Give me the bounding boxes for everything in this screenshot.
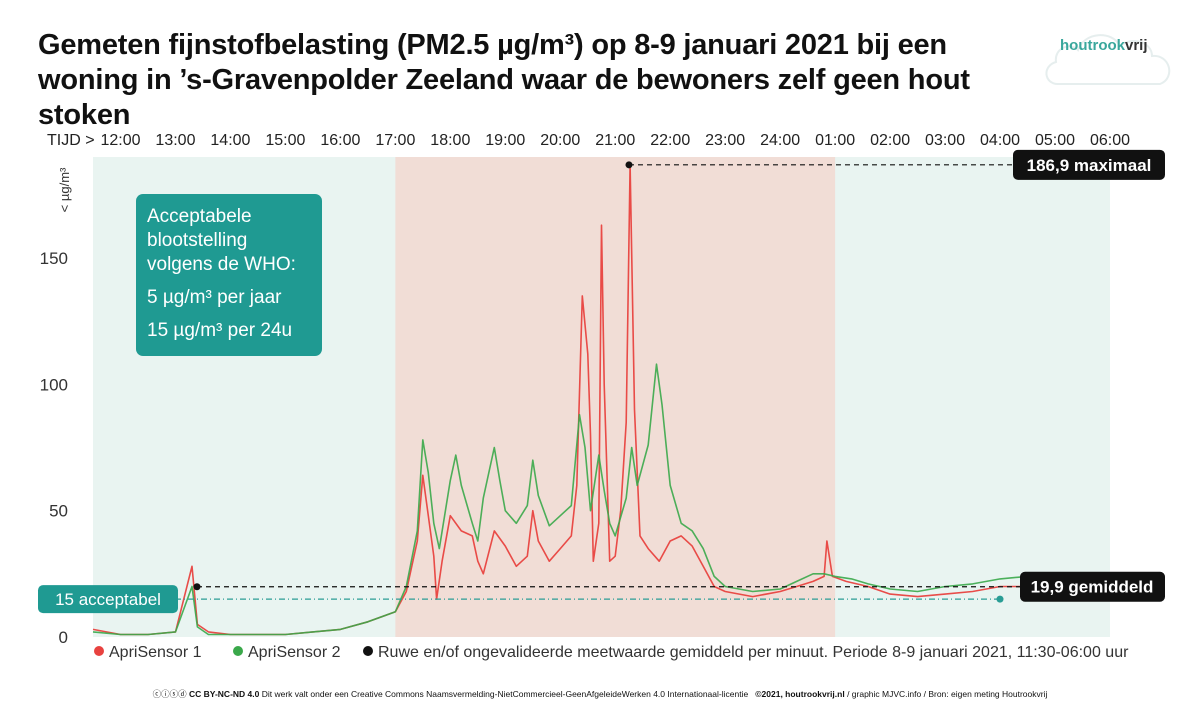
legend-label: Ruwe en/of ongevalideerde meetwaarde gem…	[378, 644, 1129, 661]
x-tick-label: 23:00	[705, 132, 745, 149]
who-box-line: 15 µg/m³ per 24u	[147, 320, 292, 341]
legend-label: ApriSensor 1	[109, 644, 202, 661]
y-tick-label: 100	[40, 375, 68, 394]
who-box-line: 5 µg/m³ per jaar	[147, 287, 282, 308]
logo-cloud	[1045, 34, 1171, 85]
max-label-box	[1013, 149, 1165, 180]
license-text: Dit werk valt onder een Creative Commons…	[261, 689, 749, 699]
legend-marker	[233, 646, 243, 656]
mean-label-box	[1020, 571, 1165, 602]
who-box-line: Acceptabele	[147, 206, 252, 227]
x-tick-label: 19:00	[485, 132, 525, 149]
legend-label: ApriSensor 2	[248, 644, 341, 661]
acceptable-label: 15 acceptabel	[55, 590, 161, 609]
x-tick-label: 22:00	[650, 132, 690, 149]
x-tick-label: 14:00	[210, 132, 250, 149]
y-axis-label: < µg/m³	[57, 167, 72, 212]
acceptable-marker	[996, 595, 1004, 603]
x-tick-label: 02:00	[870, 132, 910, 149]
x-tick-label: 05:00	[1035, 132, 1075, 149]
logo-part-2: vrij	[1125, 37, 1148, 54]
x-tick-label: 16:00	[320, 132, 360, 149]
x-tick-label: 12:00	[100, 132, 140, 149]
legend-marker	[363, 646, 373, 656]
logo-text: houtrookvrij	[1060, 37, 1148, 54]
acceptable-label-box	[38, 585, 178, 614]
credit-rest: / graphic MJVC.info / Bron: eigen meting…	[847, 689, 1048, 699]
x-axis-prefix: TIJD >	[47, 132, 95, 149]
series-line-2	[92, 363, 1100, 636]
x-tick-label: 03:00	[925, 132, 965, 149]
who-box	[136, 194, 322, 356]
y-tick-label: 0	[59, 628, 68, 647]
x-tick-label: 20:00	[540, 132, 580, 149]
legend-marker	[94, 646, 104, 656]
x-tick-label: 15:00	[265, 132, 305, 149]
footer: ⓒⓘⓢⓓ CC BY-NC-ND 4.0 Dit werk valt onder…	[0, 688, 1200, 700]
x-tick-label: 18:00	[430, 132, 470, 149]
y-tick-label: 50	[49, 502, 68, 521]
cc-license-icon: ⓒⓘⓢⓓ	[152, 689, 189, 699]
x-tick-label: 24:00	[760, 132, 800, 149]
mean-label: 19,9 gemiddeld	[1031, 578, 1154, 597]
logo-part-1: houtrook	[1060, 37, 1125, 54]
credit-label: ©2021, houtrookvrij.nl	[755, 689, 845, 699]
x-tick-label: 01:00	[815, 132, 855, 149]
y-tick-label: 150	[40, 249, 68, 268]
x-tick-label: 04:00	[980, 132, 1020, 149]
mean-marker	[193, 583, 201, 591]
who-box-line: blootstelling	[147, 230, 247, 251]
x-tick-label: 13:00	[155, 132, 195, 149]
max-marker	[625, 161, 633, 169]
x-tick-label: 21:00	[595, 132, 635, 149]
chart-title: Gemeten fijnstofbelasting (PM2.5 µg/m³) …	[38, 29, 970, 131]
x-tick-label: 17:00	[375, 132, 415, 149]
license-label: CC BY-NC-ND 4.0	[188, 689, 260, 699]
max-label: 186,9 maximaal	[1027, 156, 1152, 175]
night-period-shading	[395, 157, 836, 637]
x-tick-label: 06:00	[1090, 132, 1130, 149]
who-box-line: volgens de WHO:	[147, 254, 296, 275]
